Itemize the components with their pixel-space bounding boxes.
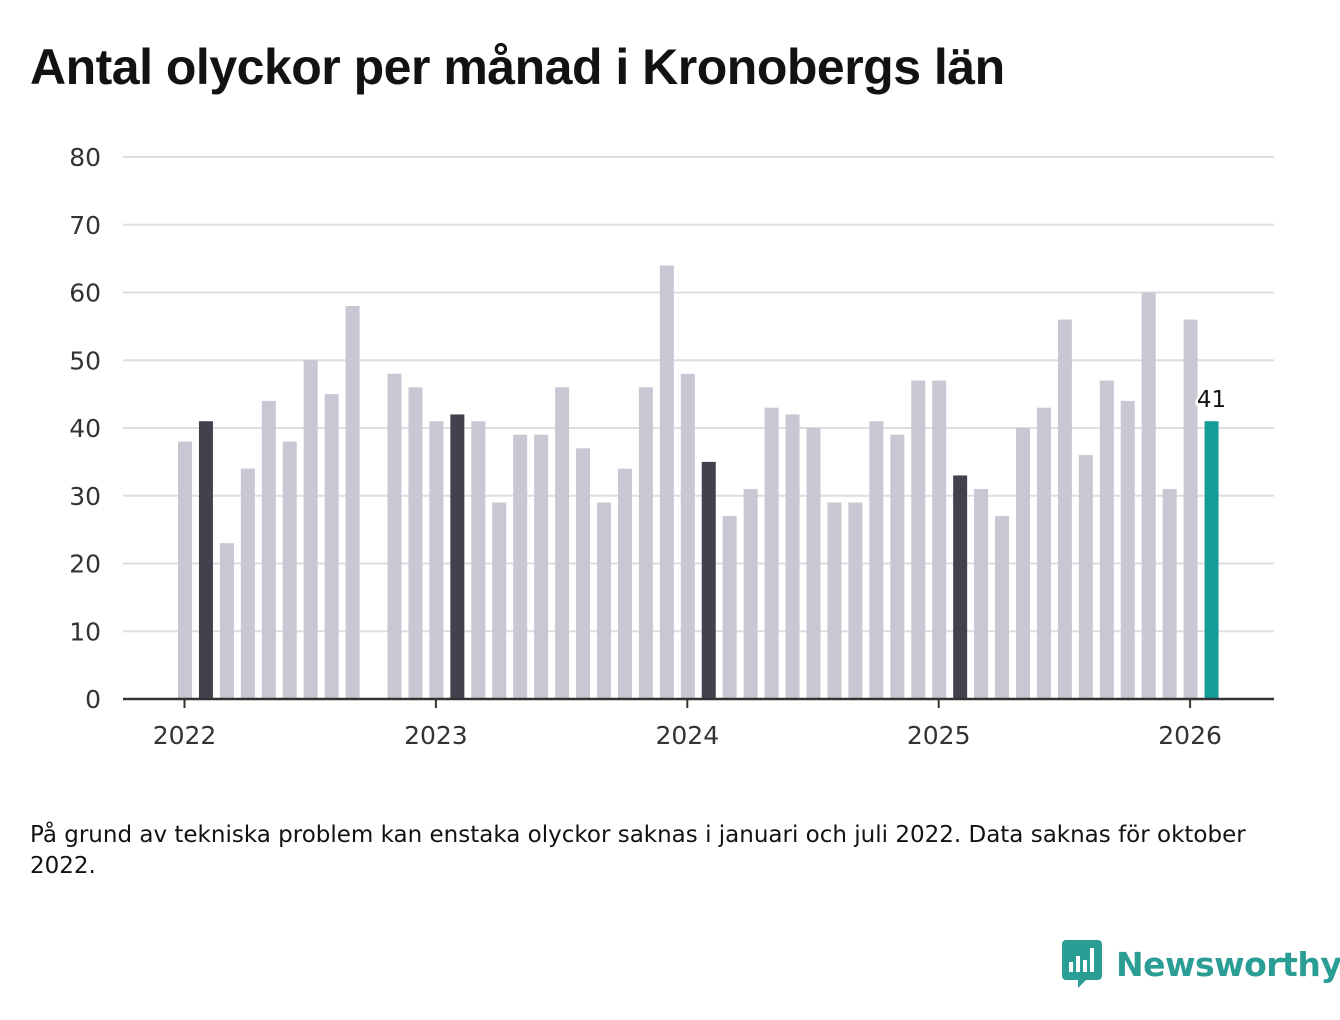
bar-11 bbox=[408, 387, 423, 699]
y-tick-label-20: 20 bbox=[69, 550, 101, 579]
bar-14 bbox=[471, 421, 486, 699]
x-tick-label-2024: 2024 bbox=[655, 721, 719, 750]
bar-43 bbox=[1078, 455, 1093, 699]
chart-title: Antal olyckor per månad i Kronobergs län bbox=[30, 39, 1005, 95]
y-tick-label-50: 50 bbox=[69, 346, 101, 375]
bar-36 bbox=[932, 380, 947, 699]
bar-17 bbox=[534, 434, 549, 699]
newsworthy-logo[interactable]: Newsworthy bbox=[1062, 940, 1340, 988]
bar-8 bbox=[345, 306, 360, 699]
bar-35 bbox=[911, 380, 926, 699]
bar-3 bbox=[240, 468, 255, 699]
x-tick-label-2023: 2023 bbox=[404, 721, 468, 750]
bar-1 bbox=[198, 421, 213, 699]
y-tick-label-30: 30 bbox=[69, 482, 101, 511]
bar-30 bbox=[806, 428, 821, 699]
bar-15 bbox=[492, 502, 507, 699]
bars bbox=[178, 265, 1219, 699]
bar-4 bbox=[261, 400, 276, 699]
bar-chart: 0 10 20 30 40 50 60 70 80 2022 2023 2024 2025 2026 4… bbox=[69, 143, 1274, 750]
bar-23 bbox=[659, 265, 674, 699]
annotations: 41 bbox=[1194, 385, 1228, 416]
x-tick-label-2022: 2022 bbox=[153, 721, 217, 750]
bar-34 bbox=[890, 434, 905, 699]
bar-46 bbox=[1141, 292, 1156, 699]
x-tick-label-2025: 2025 bbox=[907, 721, 971, 750]
bar-49 bbox=[1204, 421, 1219, 699]
bar-44 bbox=[1099, 380, 1114, 699]
latest-value-label: 41 bbox=[1197, 387, 1226, 413]
bar-19 bbox=[576, 448, 591, 699]
bar-47 bbox=[1162, 488, 1177, 699]
bar-24 bbox=[680, 373, 695, 699]
logo-text: Newsworthy bbox=[1116, 944, 1340, 984]
bar-38 bbox=[974, 488, 989, 699]
bar-2 bbox=[219, 543, 234, 699]
bar-39 bbox=[995, 516, 1010, 699]
y-tick-label-60: 60 bbox=[69, 279, 101, 308]
bar-16 bbox=[513, 434, 528, 699]
bar-0 bbox=[178, 441, 192, 699]
bar-28 bbox=[764, 407, 779, 699]
footnote: På grund av tekniska problem kan enstaka… bbox=[30, 822, 1246, 879]
bar-18 bbox=[555, 387, 570, 699]
bar-25 bbox=[701, 461, 716, 699]
bar-45 bbox=[1120, 400, 1135, 699]
bar-13 bbox=[450, 414, 465, 699]
newsworthy-chart-bubble-icon bbox=[1062, 940, 1102, 988]
bar-22 bbox=[638, 387, 653, 699]
bar-48 bbox=[1183, 319, 1198, 699]
bar-12 bbox=[429, 421, 444, 699]
y-tick-label-40: 40 bbox=[69, 414, 101, 443]
bar-33 bbox=[869, 421, 884, 699]
bar-6 bbox=[303, 360, 318, 699]
y-tick-label-70: 70 bbox=[69, 211, 101, 240]
bar-29 bbox=[785, 414, 800, 699]
y-tick-label-0: 0 bbox=[85, 685, 101, 714]
bar-31 bbox=[827, 502, 842, 699]
bar-37 bbox=[953, 475, 968, 699]
bar-32 bbox=[848, 502, 863, 699]
bar-41 bbox=[1036, 407, 1051, 699]
bar-40 bbox=[1016, 428, 1030, 699]
y-tick-label-80: 80 bbox=[69, 143, 101, 172]
bar-10 bbox=[387, 373, 402, 699]
bar-7 bbox=[324, 394, 339, 699]
x-axis-ticks: 2022 2023 2024 2025 2026 bbox=[153, 699, 1222, 750]
bar-42 bbox=[1057, 319, 1072, 699]
bar-20 bbox=[597, 502, 611, 699]
y-axis-ticks: 0 10 20 30 40 50 60 70 80 bbox=[69, 143, 101, 714]
x-tick-label-2026: 2026 bbox=[1158, 721, 1222, 750]
bar-5 bbox=[282, 441, 297, 699]
bar-21 bbox=[617, 468, 632, 699]
y-tick-label-10: 10 bbox=[69, 617, 101, 646]
bar-26 bbox=[722, 516, 737, 699]
bar-27 bbox=[743, 488, 758, 699]
